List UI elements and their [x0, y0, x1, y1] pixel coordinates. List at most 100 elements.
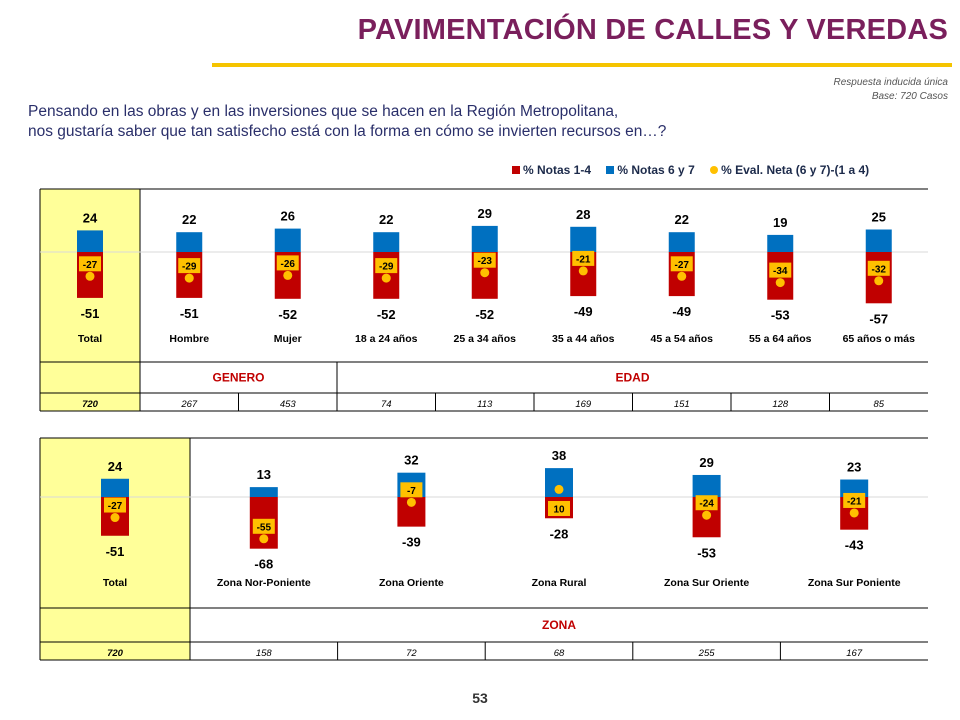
net-point-35-a-44-anos [578, 266, 588, 276]
base-value-55-a-64-anos: 128 [772, 399, 789, 410]
value-neg-45-a-54-anos: -49 [672, 304, 691, 319]
base-value-zona-oriente: 72 [406, 648, 417, 659]
net-label-box-zona-sur-oriente [695, 495, 718, 511]
value-pos-65-anos-o-mas: 25 [872, 210, 886, 225]
group-label-edad: EDAD [615, 371, 649, 385]
net-label-box-45-a-54-anos [670, 256, 693, 272]
net-label-zona-oriente: -7 [407, 486, 416, 497]
question-line-1: Pensando en las obras y en las inversion… [28, 103, 619, 120]
category-label-45-a-54-anos: 45 a 54 años [651, 333, 714, 345]
bar-pos-18-a-24-anos [373, 232, 400, 252]
net-label-hombre: -29 [182, 262, 197, 273]
net-label-65-anos-o-mas: -32 [872, 264, 887, 275]
chart-genero-edad: GENERO EDAD 24 -51 -27 Total 720 22 -51 -29 Hombre… [39, 188, 928, 412]
base-value-total: 720 [107, 648, 124, 659]
category-label-hombre: Hombre [169, 333, 209, 345]
bar-pos-zona-nor-poniente [249, 487, 278, 497]
base-value-25-a-34-anos: 113 [477, 399, 493, 410]
value-pos-55-a-64-anos: 19 [773, 215, 787, 230]
total-column-bg [40, 438, 190, 660]
net-point-zona-rural [554, 484, 564, 494]
legend-swatch-neg [512, 166, 520, 174]
category-label-18-a-24-anos: 18 a 24 años [355, 333, 418, 345]
net-label-box-25-a-34-anos [473, 252, 496, 268]
bar-pos-55-a-64-anos [767, 234, 794, 252]
base-value-zona-rural: 68 [554, 648, 565, 659]
question-text: Pensando en las obras y en las inversion… [28, 102, 666, 142]
net-label-box-total [104, 497, 126, 513]
net-label-total: -27 [83, 260, 98, 271]
value-pos-zona-sur-oriente: 29 [699, 455, 713, 470]
base-value-zona-sur-oriente: 255 [698, 648, 716, 659]
value-pos-hombre: 22 [182, 212, 196, 227]
bar-pos-hombre [176, 232, 203, 252]
net-point-55-a-64-anos [775, 278, 785, 288]
base-value-45-a-54-anos: 151 [674, 399, 690, 410]
chart-zona: ZONA 24 -51 -27 Total 720 13 -68 -55 Zona Nor-Pon… [39, 437, 928, 661]
net-point-45-a-54-anos [677, 271, 687, 281]
legend-item-pos: % Notas 6 y 7 [606, 163, 695, 177]
legend-item-neg: % Notas 1-4 [512, 163, 591, 177]
bar-pos-25-a-34-anos [471, 225, 498, 252]
value-neg-zona-sur-poniente: -43 [845, 538, 864, 553]
net-label-box-zona-sur-poniente [843, 492, 866, 508]
value-neg-55-a-64-anos: -53 [771, 308, 790, 323]
group-label-zona: ZONA [542, 618, 576, 632]
question-line-2: nos gustaría saber que tan satisfecho es… [28, 123, 667, 140]
value-neg-total: -51 [81, 306, 100, 321]
category-label-zona-sur-poniente: Zona Sur Poniente [808, 577, 901, 589]
page-title: PAVIMENTACIÓN DE CALLES Y VEREDAS [357, 14, 948, 46]
category-label-35-a-44-anos: 35 a 44 años [552, 333, 615, 345]
net-label-18-a-24-anos: -29 [379, 262, 394, 273]
base-value-65-anos-o-mas: 85 [873, 399, 884, 410]
category-label-zona-oriente: Zona Oriente [379, 577, 444, 589]
value-neg-zona-nor-poniente: -68 [254, 557, 273, 572]
value-pos-zona-sur-poniente: 23 [847, 460, 861, 475]
value-pos-zona-rural: 38 [552, 448, 566, 463]
base-value-mujer: 453 [280, 399, 297, 410]
net-point-total [85, 271, 95, 281]
category-label-zona-nor-poniente: Zona Nor-Poniente [217, 577, 311, 589]
category-label-55-a-64-anos: 55 a 64 años [749, 333, 812, 345]
value-neg-65-anos-o-mas: -57 [869, 311, 888, 326]
net-point-total [110, 513, 120, 523]
net-point-zona-sur-poniente [849, 508, 859, 518]
value-pos-18-a-24-anos: 22 [379, 212, 393, 227]
category-label-total: Total [78, 333, 102, 345]
bar-pos-zona-sur-oriente [692, 474, 721, 497]
net-point-zona-nor-poniente [259, 534, 269, 544]
net-label-box-zona-rural [548, 501, 570, 516]
base-value-zona-nor-poniente: 158 [256, 648, 273, 659]
group-label-genero: GENERO [212, 371, 264, 385]
category-label-zona-rural: Zona Rural [532, 577, 587, 589]
net-label-zona-rural: 10 [553, 505, 565, 516]
net-label-box-zona-oriente [400, 482, 423, 498]
value-neg-mujer: -52 [278, 307, 297, 322]
legend-item-net: % Eval. Neta (6 y 7)-(1 a 4) [710, 163, 869, 177]
net-label-zona-nor-poniente: -55 [257, 522, 272, 533]
value-neg-zona-sur-oriente: -53 [697, 545, 716, 560]
value-neg-zona-oriente: -39 [402, 535, 421, 550]
net-point-zona-sur-oriente [702, 510, 712, 520]
base-note: Respuesta inducida única Base: 720 Casos [833, 76, 948, 104]
page-number: 53 [472, 690, 488, 706]
legend-dot-net [710, 166, 719, 174]
value-pos-zona-nor-poniente: 13 [257, 467, 271, 482]
net-label-35-a-44-anos: -21 [576, 254, 591, 265]
value-pos-total: 24 [108, 459, 123, 474]
base-value-total: 720 [82, 399, 99, 410]
value-pos-zona-oriente: 32 [404, 453, 418, 468]
net-label-box-zona-nor-poniente [252, 518, 275, 534]
net-label-box-65-anos-o-mas [867, 260, 890, 276]
net-label-box-18-a-24-anos [375, 258, 398, 274]
value-neg-total: -51 [106, 544, 125, 559]
value-neg-25-a-34-anos: -52 [475, 307, 494, 322]
net-point-18-a-24-anos [381, 273, 391, 283]
total-column-bg [40, 189, 140, 411]
value-neg-hombre: -51 [180, 306, 199, 321]
net-label-box-55-a-64-anos [769, 262, 792, 278]
net-label-box-35-a-44-anos [572, 250, 595, 266]
bar-pos-45-a-54-anos [668, 232, 695, 252]
title-underline [212, 63, 952, 67]
category-label-zona-sur-oriente: Zona Sur Oriente [664, 577, 749, 589]
